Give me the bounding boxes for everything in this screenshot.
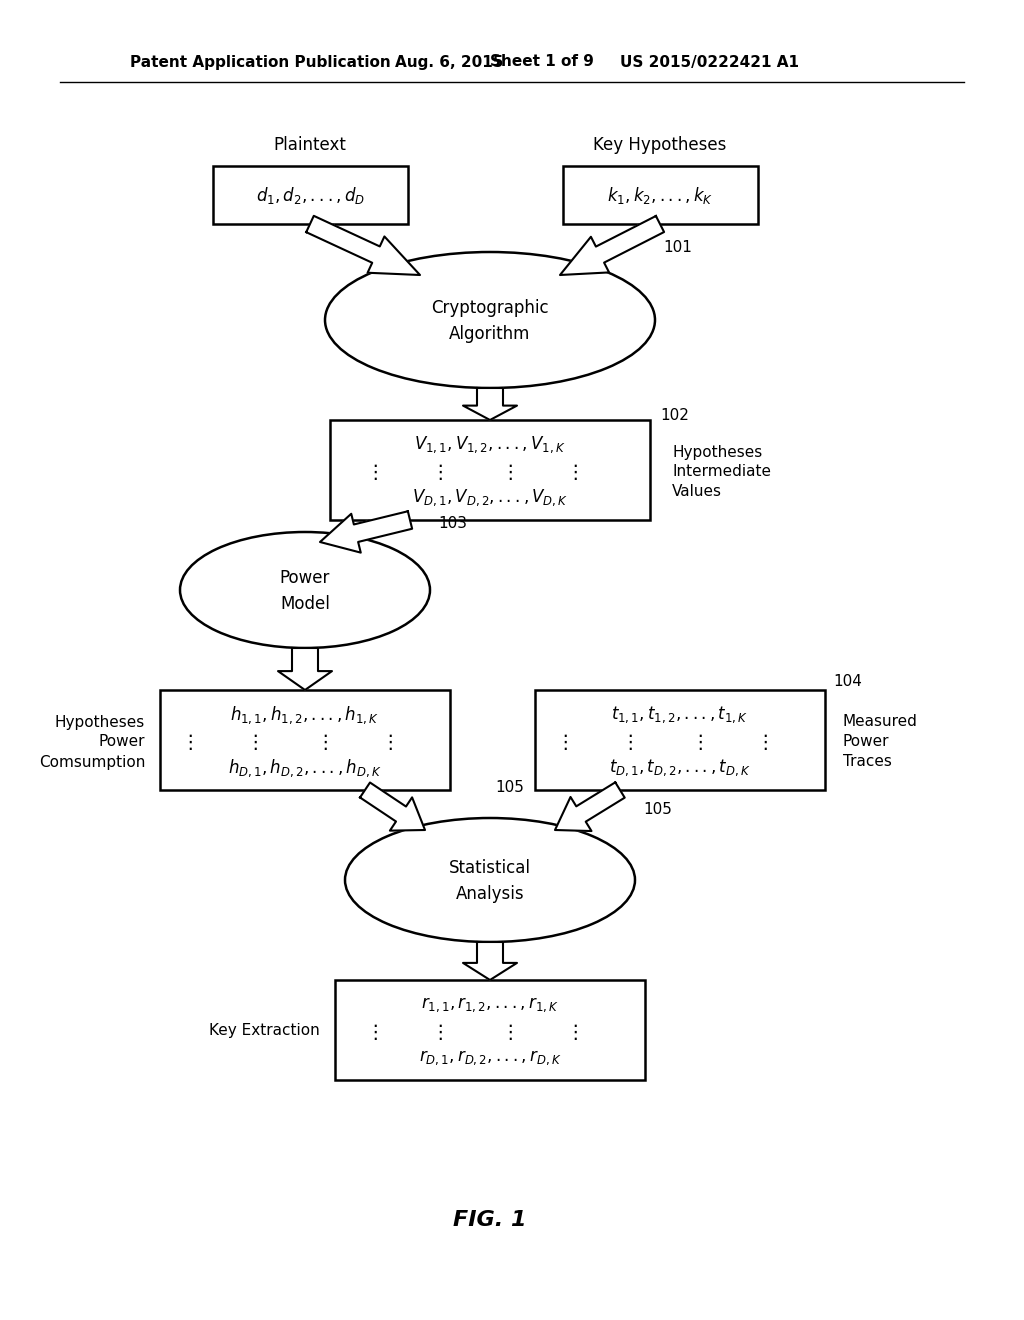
- Text: ⋮: ⋮: [621, 734, 640, 752]
- Text: $r_{1,1}, r_{1,2}, ..., r_{1,K}$: $r_{1,1}, r_{1,2}, ..., r_{1,K}$: [421, 995, 559, 1014]
- Text: ⋮: ⋮: [366, 1023, 385, 1043]
- Text: Key Hypotheses: Key Hypotheses: [593, 136, 727, 154]
- Text: $h_{1,1}, h_{1,2}, ..., h_{1,K}$: $h_{1,1}, h_{1,2}, ..., h_{1,K}$: [230, 704, 380, 726]
- Text: $t_{D,1}, t_{D,2}, ..., t_{D,K}$: $t_{D,1}, t_{D,2}, ..., t_{D,K}$: [609, 758, 751, 779]
- Text: ⋮: ⋮: [501, 463, 520, 483]
- Text: $r_{D,1}, r_{D,2}, ..., r_{D,K}$: $r_{D,1}, r_{D,2}, ..., r_{D,K}$: [419, 1048, 561, 1068]
- Text: ⋮: ⋮: [555, 734, 574, 752]
- Text: $t_{1,1}, t_{1,2}, ..., t_{1,K}$: $t_{1,1}, t_{1,2}, ..., t_{1,K}$: [611, 705, 749, 725]
- Text: ⋮: ⋮: [366, 463, 385, 483]
- Text: 104: 104: [833, 675, 862, 689]
- Text: Statistical: Statistical: [449, 859, 531, 876]
- Text: Values: Values: [672, 484, 722, 499]
- Text: Patent Application Publication: Patent Application Publication: [130, 54, 391, 70]
- Text: Aug. 6, 2015: Aug. 6, 2015: [395, 54, 504, 70]
- Text: ⋮: ⋮: [246, 734, 265, 752]
- Text: $V_{1,1}, V_{1,2}, ..., V_{1,K}$: $V_{1,1}, V_{1,2}, ..., V_{1,K}$: [415, 434, 566, 455]
- Text: Algorithm: Algorithm: [450, 325, 530, 343]
- Polygon shape: [319, 511, 412, 553]
- Bar: [330, 420, 650, 520]
- Text: 102: 102: [660, 408, 689, 422]
- Text: 105: 105: [495, 780, 524, 796]
- Text: 101: 101: [663, 239, 692, 255]
- Text: Comsumption: Comsumption: [39, 755, 145, 770]
- Text: Power: Power: [98, 734, 145, 750]
- Text: Power: Power: [280, 569, 330, 587]
- Bar: [213, 166, 408, 224]
- Text: Analysis: Analysis: [456, 884, 524, 903]
- Bar: [335, 979, 645, 1080]
- Text: ⋮: ⋮: [380, 734, 399, 752]
- Text: Hypotheses: Hypotheses: [54, 714, 145, 730]
- Text: 103: 103: [438, 516, 467, 532]
- Bar: [160, 690, 450, 789]
- Polygon shape: [278, 648, 332, 690]
- Text: ⋮: ⋮: [315, 734, 335, 752]
- Text: Plaintext: Plaintext: [273, 136, 346, 154]
- Polygon shape: [555, 783, 625, 832]
- Text: $h_{D,1}, h_{D,2}, ..., h_{D,K}$: $h_{D,1}, h_{D,2}, ..., h_{D,K}$: [228, 758, 382, 779]
- Polygon shape: [560, 216, 665, 275]
- Text: Power: Power: [843, 734, 890, 750]
- Text: ⋮: ⋮: [690, 734, 710, 752]
- Polygon shape: [306, 216, 420, 275]
- Text: ⋮: ⋮: [565, 463, 585, 483]
- Text: Sheet 1 of 9: Sheet 1 of 9: [490, 54, 594, 70]
- Ellipse shape: [180, 532, 430, 648]
- Bar: [562, 166, 758, 224]
- Ellipse shape: [345, 818, 635, 942]
- Polygon shape: [360, 783, 425, 830]
- Bar: [535, 690, 825, 789]
- Text: Hypotheses: Hypotheses: [672, 445, 762, 459]
- Text: ⋮: ⋮: [430, 463, 450, 483]
- Text: ⋮: ⋮: [565, 1023, 585, 1043]
- Text: ⋮: ⋮: [501, 1023, 520, 1043]
- Text: ⋮: ⋮: [180, 734, 200, 752]
- Polygon shape: [463, 388, 517, 420]
- Text: Key Extraction: Key Extraction: [209, 1023, 319, 1038]
- Text: $k_1, k_2, ..., k_K$: $k_1, k_2, ..., k_K$: [607, 185, 713, 206]
- Text: US 2015/0222421 A1: US 2015/0222421 A1: [620, 54, 799, 70]
- Text: Model: Model: [280, 595, 330, 612]
- Polygon shape: [463, 942, 517, 979]
- Text: $d_1, d_2, ..., d_D$: $d_1, d_2, ..., d_D$: [256, 185, 365, 206]
- Text: $V_{D,1}, V_{D,2}, ..., V_{D,K}$: $V_{D,1}, V_{D,2}, ..., V_{D,K}$: [412, 487, 568, 508]
- Text: Cryptographic: Cryptographic: [431, 300, 549, 317]
- Text: FIG. 1: FIG. 1: [454, 1210, 526, 1230]
- Text: 105: 105: [643, 803, 672, 817]
- Ellipse shape: [325, 252, 655, 388]
- Text: ⋮: ⋮: [430, 1023, 450, 1043]
- Text: ⋮: ⋮: [756, 734, 775, 752]
- Text: Intermediate: Intermediate: [672, 465, 771, 479]
- Text: Measured: Measured: [843, 714, 918, 730]
- Text: Traces: Traces: [843, 755, 892, 770]
